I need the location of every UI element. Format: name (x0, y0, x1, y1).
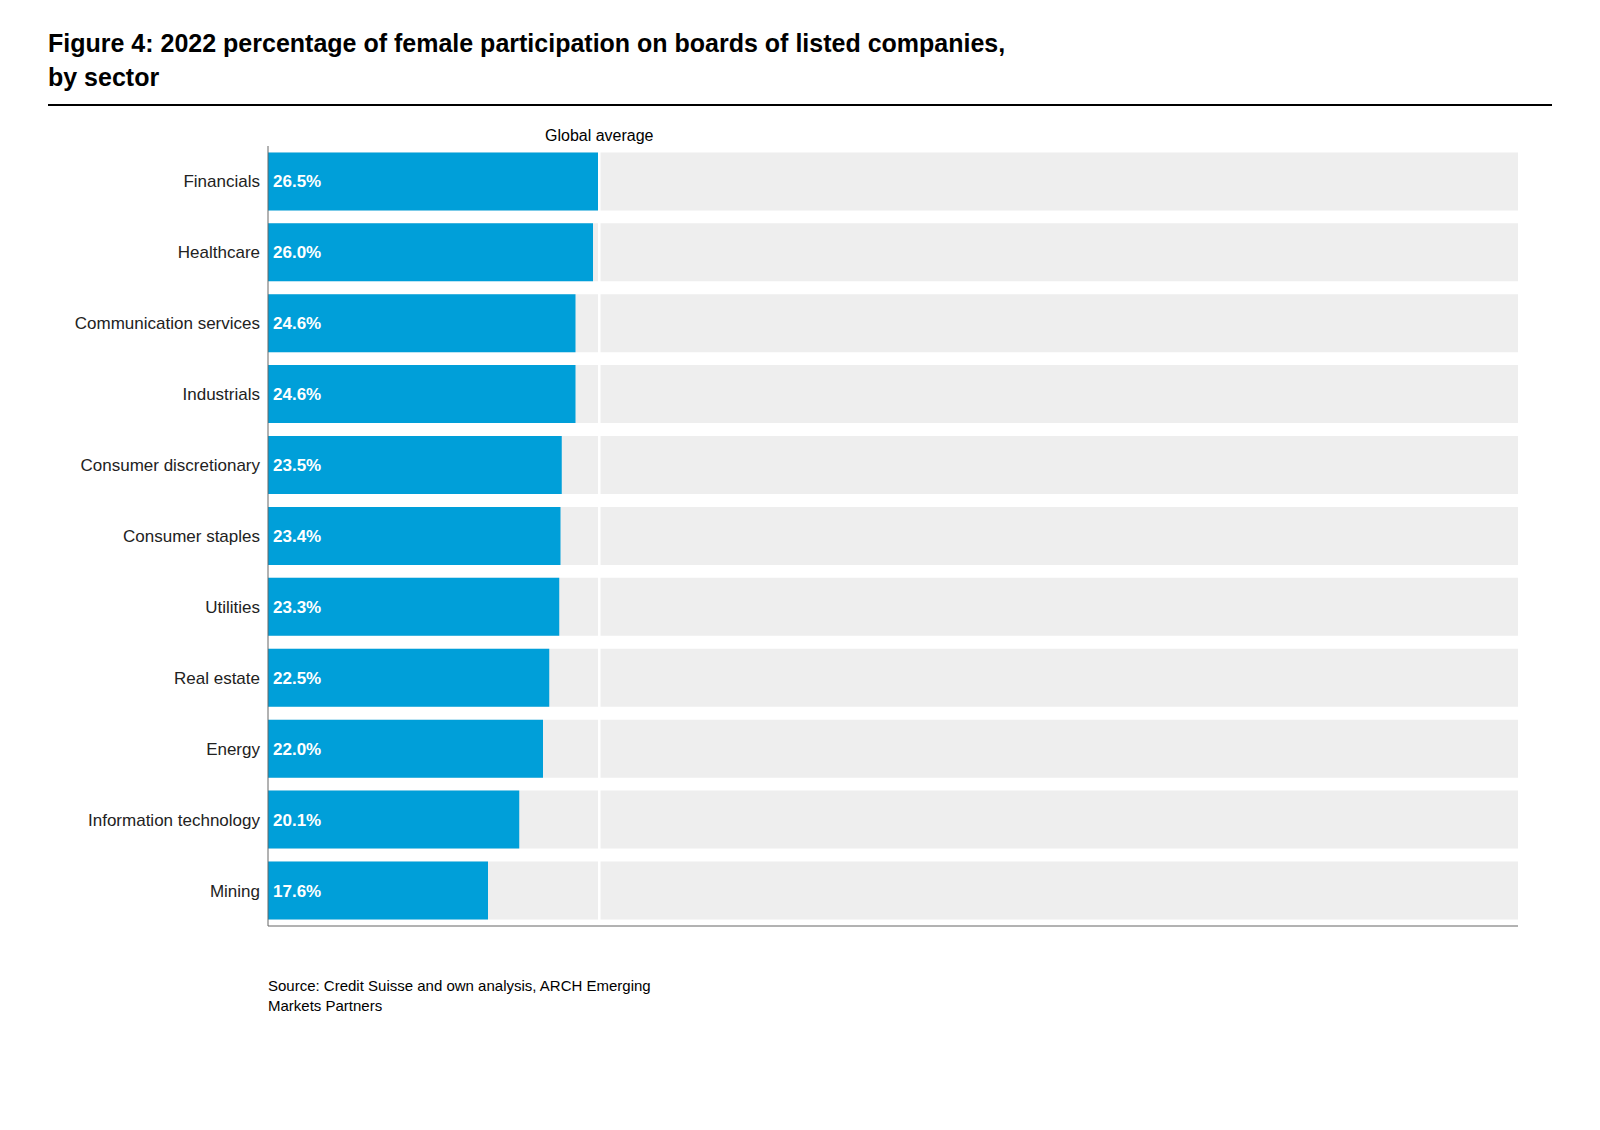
svg-text:Real estate: Real estate (174, 669, 260, 688)
svg-text:23.5%: 23.5% (273, 456, 321, 475)
svg-text:24.6%: 24.6% (273, 314, 321, 333)
svg-text:24.6%: 24.6% (273, 385, 321, 404)
svg-text:Communication services: Communication services (75, 314, 260, 333)
svg-text:Consumer staples: Consumer staples (123, 527, 260, 546)
svg-text:Mining: Mining (210, 882, 260, 901)
svg-text:Information technology: Information technology (88, 811, 260, 830)
svg-text:Industrials: Industrials (183, 385, 260, 404)
svg-text:22.5%: 22.5% (273, 669, 321, 688)
svg-text:20.1%: 20.1% (273, 811, 321, 830)
html-text:Figure 4: 2022 percentage of f: Figure 4: 2022 percentage of female part… (48, 29, 1006, 91)
svg-text:Healthcare: Healthcare (178, 243, 260, 262)
svg-text:Consumer discretionary: Consumer discretionary (80, 456, 260, 475)
svg-text:23.3%: 23.3% (273, 598, 321, 617)
svg-text:26.0%: 26.0% (273, 243, 321, 262)
svg-text:17.6%: 17.6% (273, 882, 321, 901)
svg-text:23.4%: 23.4% (273, 527, 321, 546)
svg-text:Energy: Energy (206, 740, 260, 759)
svg-text:Utilities: Utilities (205, 598, 260, 617)
svg-text:22.0%: 22.0% (273, 740, 321, 759)
svg-text:26.5%: 26.5% (273, 172, 321, 191)
svg-text:Financials: Financials (183, 172, 260, 191)
html-text:Source: Credit Suisse and own: Source: Credit Suisse and own analysis, … (268, 977, 651, 1014)
svg-text:Global average: Global average (545, 127, 654, 144)
